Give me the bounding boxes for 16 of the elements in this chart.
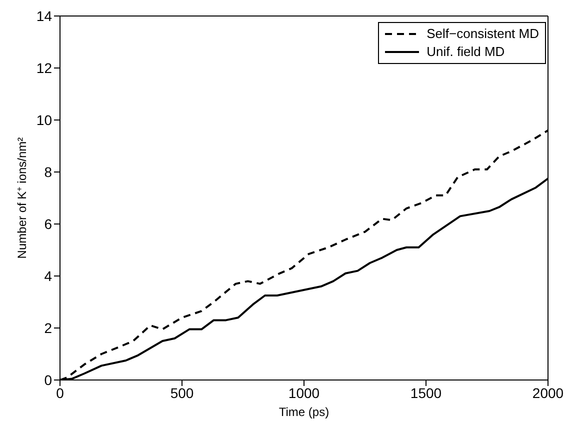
y-tick-label: 8: [44, 164, 52, 180]
x-axis-title: Time (ps): [278, 405, 330, 419]
y-tick-label: 6: [44, 216, 52, 232]
y-tick-label: 2: [44, 320, 52, 336]
legend-label: Self−consistent MD: [426, 25, 539, 43]
y-tick-label: 12: [36, 60, 52, 76]
y-tick-label: 14: [36, 8, 52, 24]
legend-label: Unif. field MD: [426, 43, 505, 61]
x-tick-label: 1500: [410, 384, 442, 401]
x-tick-label: 1000: [288, 384, 320, 401]
y-tick-label: 10: [36, 112, 52, 128]
x-tick-label: 2000: [532, 384, 564, 401]
x-tick-label: 0: [56, 384, 64, 401]
y-tick-label: 0: [44, 372, 52, 388]
y-tick-label: 4: [44, 268, 52, 284]
x-tick-label: 500: [170, 384, 194, 401]
